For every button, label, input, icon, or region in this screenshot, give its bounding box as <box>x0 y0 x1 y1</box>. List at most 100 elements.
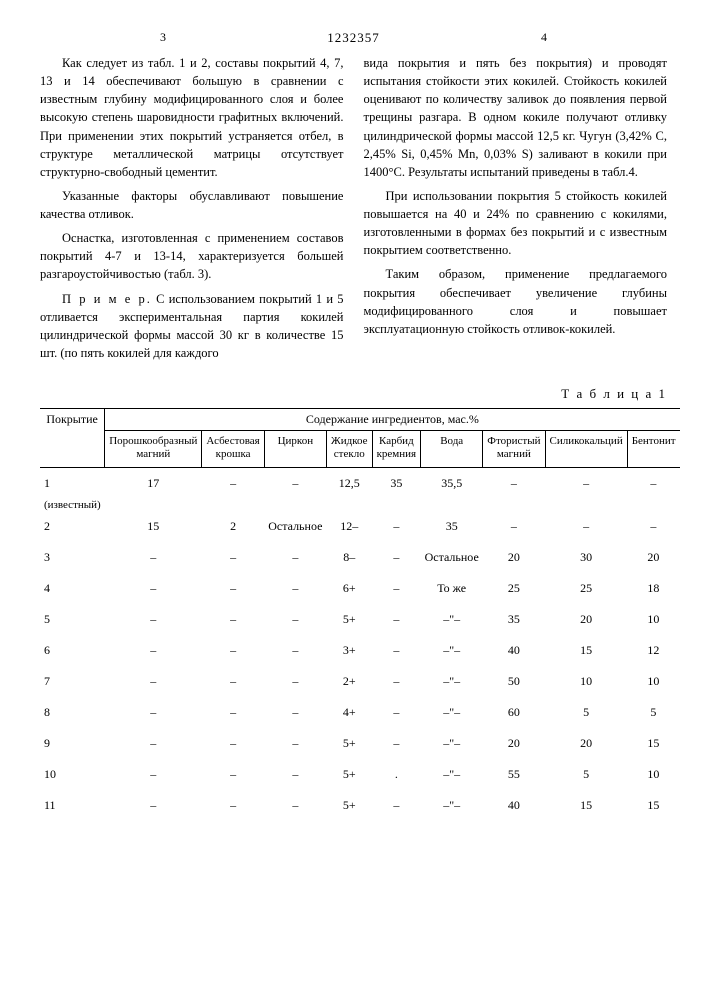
para: вида покрытия и пять без покрытия) и про… <box>364 54 668 181</box>
table-cell: – <box>202 728 264 759</box>
table-cell: Остальное <box>264 511 326 542</box>
table-cell: –"– <box>421 604 483 635</box>
table-cell: 4+ <box>326 697 372 728</box>
table-cell: – <box>264 635 326 666</box>
page-number-left: 3 <box>160 30 166 46</box>
table-cell: – <box>627 468 679 500</box>
table-cell: –"– <box>421 728 483 759</box>
column-header: Порошкообразный магний <box>105 431 202 468</box>
table-row: 5–––5+––"–352010 <box>40 604 680 635</box>
table-row: 117––12,53535,5––– <box>40 468 680 500</box>
table-cell: 35,5 <box>421 468 483 500</box>
table-cell: – <box>202 468 264 500</box>
table-cell: – <box>627 511 679 542</box>
table-cell: 5 <box>545 759 627 790</box>
column-group-label: Содержание ингредиентов, мас.% <box>105 409 680 431</box>
table-cell: – <box>105 542 202 573</box>
table-cell: – <box>264 697 326 728</box>
table-cell: – <box>105 666 202 697</box>
table-cell: 8– <box>326 542 372 573</box>
table-cell: – <box>202 666 264 697</box>
table-cell <box>483 499 545 511</box>
table-cell: 20 <box>483 542 545 573</box>
table-cell: 25 <box>483 573 545 604</box>
page-header: 3 1232357 4 <box>40 30 667 46</box>
row-label: 11 <box>40 790 105 821</box>
table-cell: – <box>105 790 202 821</box>
table-cell: 5+ <box>326 728 372 759</box>
example-label: П р и м е р. <box>62 292 152 306</box>
table-cell: – <box>105 604 202 635</box>
table-row: 9–––5+––"–202015 <box>40 728 680 759</box>
column-header: Вода <box>421 431 483 468</box>
table-caption: Т а б л и ц а 1 <box>40 386 667 402</box>
column-header: Бентонит <box>627 431 679 468</box>
table-cell: – <box>372 697 421 728</box>
table-cell: 20 <box>483 728 545 759</box>
row-label: 3 <box>40 542 105 573</box>
table-cell: – <box>105 635 202 666</box>
table-cell: 5 <box>627 697 679 728</box>
table-cell: 10 <box>627 759 679 790</box>
table-cell: 18 <box>627 573 679 604</box>
row-label: 7 <box>40 666 105 697</box>
para: Оснастка, изготовленная с применением со… <box>40 229 344 283</box>
table-cell: 12 <box>627 635 679 666</box>
table-cell: 5+ <box>326 759 372 790</box>
table-cell: – <box>372 790 421 821</box>
table-row: 8–––4+––"–6055 <box>40 697 680 728</box>
table-cell: 5 <box>545 697 627 728</box>
row-label: 2 <box>40 511 105 542</box>
table-cell: 50 <box>483 666 545 697</box>
table-cell: 20 <box>627 542 679 573</box>
table-cell: 20 <box>545 728 627 759</box>
table-body: 117––12,53535,5–––(известный)2152Остальн… <box>40 468 680 822</box>
table-cell: 40 <box>483 790 545 821</box>
table-cell: 10 <box>627 666 679 697</box>
column-header: Циркон <box>264 431 326 468</box>
table-cell: –"– <box>421 759 483 790</box>
table-cell: –"– <box>421 666 483 697</box>
row-label: 10 <box>40 759 105 790</box>
table-cell: – <box>372 604 421 635</box>
table-cell: – <box>372 666 421 697</box>
column-header: Жидкое стекло <box>326 431 372 468</box>
table-cell: – <box>105 759 202 790</box>
table-row: 10–––5+.–"–55510 <box>40 759 680 790</box>
table-row: 3–––8––Остальное203020 <box>40 542 680 573</box>
table-cell: . <box>372 759 421 790</box>
table-cell: – <box>264 759 326 790</box>
table-cell: 10 <box>545 666 627 697</box>
table-cell: 20 <box>545 604 627 635</box>
table-cell: 35 <box>421 511 483 542</box>
table-cell: – <box>105 697 202 728</box>
table-cell: 12– <box>326 511 372 542</box>
table-cell: 15 <box>545 790 627 821</box>
table-cell: – <box>202 542 264 573</box>
table-cell: 60 <box>483 697 545 728</box>
table-cell <box>627 499 679 511</box>
table-cell: – <box>202 604 264 635</box>
row-note: (известный) <box>40 499 105 511</box>
left-column: Как следует из табл. 1 и 2, составы покр… <box>40 54 344 368</box>
para: При использовании покрытия 5 стойкость к… <box>364 187 668 260</box>
row-label: 1 <box>40 468 105 500</box>
row-label: 8 <box>40 697 105 728</box>
table-cell: – <box>372 511 421 542</box>
table-cell: – <box>264 728 326 759</box>
table-cell: – <box>372 573 421 604</box>
table-cell: – <box>264 790 326 821</box>
table-cell: 40 <box>483 635 545 666</box>
right-column: вида покрытия и пять без покрытия) и про… <box>364 54 668 368</box>
table-cell: – <box>372 635 421 666</box>
table-cell: 3+ <box>326 635 372 666</box>
composition-table: Покрытие Содержание ингредиентов, мас.% … <box>40 408 680 821</box>
table-row: 2152Остальное12––35––– <box>40 511 680 542</box>
table-cell: – <box>105 728 202 759</box>
table-cell <box>326 499 372 511</box>
text-columns: Как следует из табл. 1 и 2, составы покр… <box>40 54 667 368</box>
table-cell: 5+ <box>326 604 372 635</box>
table-cell: – <box>264 573 326 604</box>
row-label: 5 <box>40 604 105 635</box>
table-cell: – <box>202 790 264 821</box>
